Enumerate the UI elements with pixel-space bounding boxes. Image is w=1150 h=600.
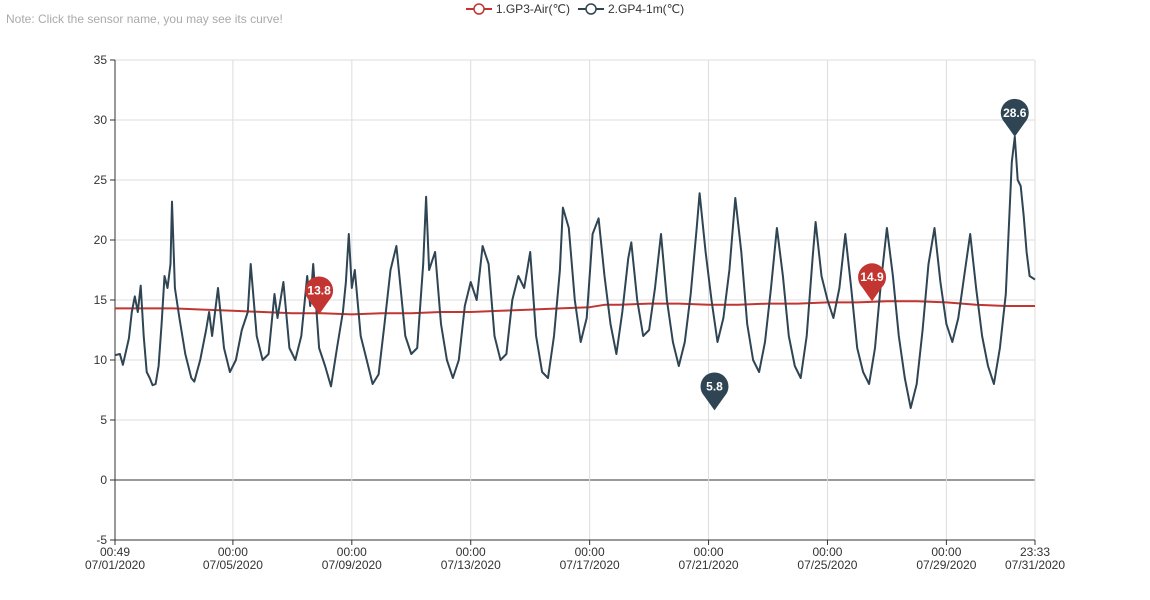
chart-legend: 1.GP3-Air(℃) 2.GP4-1m(℃)	[0, 2, 1150, 16]
legend-item-gp3-air[interactable]: 1.GP3-Air(℃)	[465, 2, 570, 16]
value-pin-marker[interactable]: 13.8	[305, 276, 334, 315]
x-tick-time-label: 00:00	[931, 545, 961, 559]
x-tick-time-label: 00:00	[337, 545, 367, 559]
y-tick-label: 5	[100, 413, 107, 427]
series-line-2[interactable]	[114, 135, 1036, 409]
pin-shape	[305, 276, 334, 315]
y-tick-label: 30	[94, 113, 108, 127]
pin-shape	[700, 372, 729, 411]
x-tick-date-label: 07/13/2020	[441, 558, 501, 572]
chart-note: Note: Click the sensor name, you may see…	[6, 12, 283, 26]
y-tick-label: 0	[100, 473, 107, 487]
pin-value-label: 14.9	[860, 270, 884, 284]
y-tick-label: 35	[94, 53, 108, 67]
x-tick-date-label: 07/09/2020	[322, 558, 382, 572]
pin-value-label: 28.6	[1003, 106, 1027, 120]
value-pin-marker[interactable]: 5.8	[700, 372, 729, 411]
value-pin-marker[interactable]: 28.6	[1000, 98, 1029, 137]
legend-item-gp4-1m[interactable]: 2.GP4-1m(℃)	[578, 2, 684, 16]
x-tick-time-label: 00:00	[218, 545, 248, 559]
x-tick-time-label: 00:00	[694, 545, 724, 559]
x-tick-date-label: 07/01/2020	[85, 558, 145, 572]
axes: -50510152025303500:4907/01/202000:0007/0…	[85, 53, 1065, 572]
legend-line-circle-icon	[578, 3, 604, 15]
x-tick-time-label: 00:00	[575, 545, 605, 559]
pin-value-label: 13.8	[307, 283, 331, 297]
pin-shape	[1000, 98, 1029, 137]
x-tick-date-label: 07/17/2020	[560, 558, 620, 572]
x-tick-date-label: 07/05/2020	[203, 558, 263, 572]
y-tick-label: 25	[94, 173, 108, 187]
legend-line-circle-icon	[465, 3, 492, 15]
y-tick-label: 10	[94, 353, 108, 367]
value-pin-marker[interactable]: 14.9	[858, 263, 887, 302]
x-tick-date-label: 07/31/2020	[1005, 558, 1065, 572]
x-tick-date-label: 07/29/2020	[916, 558, 976, 572]
x-tick-time-label: 00:49	[100, 545, 130, 559]
x-tick-time-label: 23:33	[1020, 545, 1050, 559]
legend-label-gp4-1m: 2.GP4-1m(℃)	[608, 2, 685, 16]
x-tick-date-label: 07/21/2020	[679, 558, 739, 572]
x-tick-date-label: 07/25/2020	[797, 558, 857, 572]
pin-value-label: 5.8	[706, 379, 723, 393]
y-tick-label: 15	[94, 293, 108, 307]
y-tick-label: 20	[94, 233, 108, 247]
markers: 13.8 14.9 5.8 28.6	[305, 98, 1029, 411]
series-lines	[114, 135, 1036, 409]
pin-shape	[858, 263, 887, 302]
x-tick-time-label: 00:00	[812, 545, 842, 559]
x-tick-time-label: 00:00	[456, 545, 486, 559]
legend-label-gp3-air: 1.GP3-Air(℃)	[495, 2, 570, 16]
y-tick-label: -5	[96, 533, 107, 547]
